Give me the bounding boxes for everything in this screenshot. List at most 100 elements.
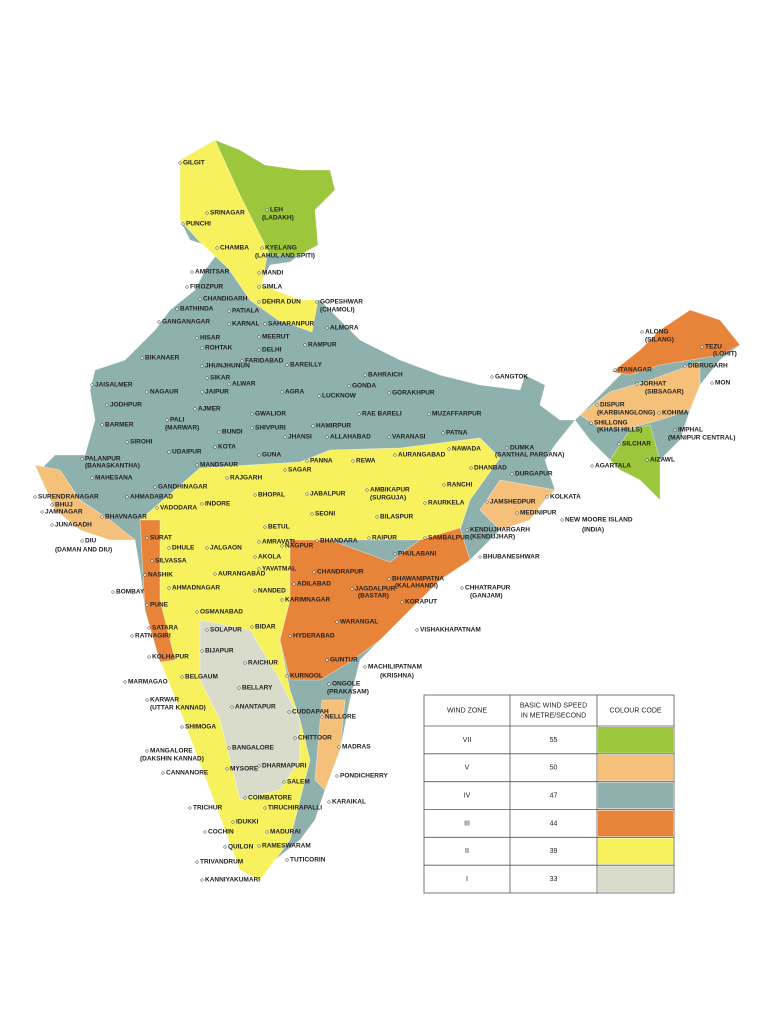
city-dot [367,536,371,540]
city-dot [282,780,286,784]
city-label: DELHI [262,347,282,354]
city-dot [130,634,134,638]
city-label: PALI [170,417,185,424]
city-dot [253,555,257,559]
city-label: GWALIOR [255,411,286,418]
city-dot [165,418,169,422]
city-label: SAMBALPUR [428,535,470,542]
city-label: IDUKKI [236,819,259,826]
city-label: RAICHUR [248,660,278,667]
city-label: DHULE [172,545,195,552]
city-dot [285,363,289,367]
city-dot [387,391,391,395]
city-label: NEW MOORE ISLAND [565,517,633,524]
city-label: BHANDARA [320,538,358,545]
city-dot [363,665,367,669]
city-dot [263,525,267,529]
city-label: AKOLA [258,554,281,561]
city-dot [257,285,261,289]
city-label: SAHARANPUR [268,321,315,328]
city-label: BARMER [105,422,134,429]
colour-swatch [598,754,673,781]
city-label: GANGTOK [495,374,528,381]
city-label: HYDERABAD [293,633,335,640]
city-dot [400,600,404,604]
city-dot [257,453,261,457]
city-dot [143,573,147,577]
city-dot [335,774,339,778]
city-dot [393,453,397,457]
city-label: ALWAR [232,381,256,388]
city-label: MEDINIPUR [520,510,557,517]
city-label: BHAVNAGAR [105,514,147,521]
city-label: SURAT [150,535,172,542]
city-dot [147,655,151,659]
city-label: PUNCHI [186,221,211,228]
city-label: YAVATMAL [262,566,296,573]
city-label: CHANDRAPUR [317,569,364,576]
city-dot [157,320,161,324]
city-dot [305,492,309,496]
city-dot [263,322,267,326]
city-dot [205,211,209,215]
city-dot [185,285,189,289]
city-label: DEHRA DUN [262,299,301,306]
city-label: MAHESANA [95,475,133,482]
city-label: ALMORA [330,325,359,332]
city-dot [80,539,84,543]
city-label: CHAMBA [220,245,249,252]
city-label: KANNIYAKUMARI [205,877,260,884]
city-dot [335,620,339,624]
zone-region [314,699,346,791]
city-label: BHUBANESHWAR [483,554,540,561]
city-dot [293,736,297,740]
city-dot [147,626,151,630]
city-label: BILASPUR [380,514,414,521]
city-label: JAISALMER [95,382,133,389]
city-label: GONDA [352,383,377,390]
city-dot [393,552,397,556]
city-label: AGARTALA [595,463,631,470]
city-label: MON [715,380,730,387]
city-label: ONGOLE [332,681,361,688]
city-dot [178,161,182,165]
city-dot [200,502,204,506]
city-label: AMRAVATI [262,539,295,546]
city-label: MYSORE [230,766,259,773]
city-label: VISHAKHAPATNAM [420,627,481,634]
city-label: UDAIPUR [172,449,202,456]
city-dot [213,445,217,449]
city-label: SAGAR [288,467,312,474]
city-dot [230,705,234,709]
city-dot [311,424,315,428]
city-dot [595,403,599,407]
city-label: AJMER [198,406,221,413]
city-label: (MANIPUR CENTRAL) [668,435,736,442]
city-dot [140,356,144,360]
city-label: JUNAGADH [55,522,92,529]
city-label: SALEM [287,779,310,786]
city-dot [415,628,419,632]
city-label: BIDAR [255,624,276,631]
city-dot [257,764,261,768]
zone-label: III [464,820,470,827]
city-label: (KARBIANGLONG) [597,410,655,417]
city-dot [257,540,261,544]
city-label: TUTICORIN [290,857,326,864]
city-label: ADILABAD [297,581,331,588]
city-dot [441,431,445,435]
city-label: ROHTAK [205,345,233,352]
city-label: SHILLONG [594,420,628,427]
city-dot [423,501,427,505]
city-dot [250,412,254,416]
city-dot [167,450,171,454]
city-label: AHMADNAGAR [172,585,220,592]
city-label: KURNOOL [290,673,323,680]
city-dot [350,587,354,591]
city-dot [90,383,94,387]
city-label: SIKAR [210,375,231,382]
city-dot [111,590,115,594]
city-label: GANGANAGAR [162,319,210,326]
city-label: KOLKATA [550,494,581,501]
city-dot [250,426,254,430]
